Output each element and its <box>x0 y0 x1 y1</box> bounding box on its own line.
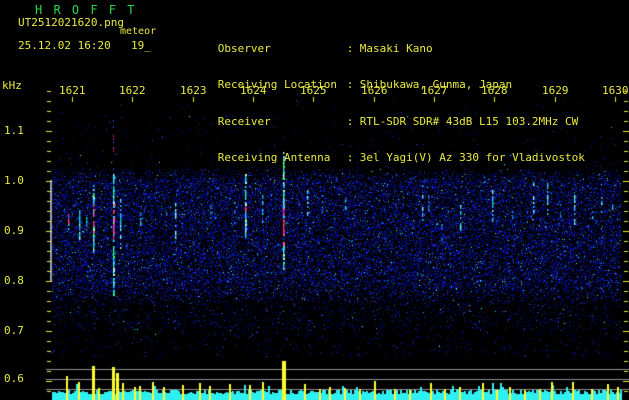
x-tick-label: 1627 <box>421 84 448 97</box>
info-separator: : <box>346 114 354 128</box>
info-value: RTL-SDR SDR# 43dB L15 103.2MHz CW <box>359 114 579 128</box>
info-label: Receiving Location <box>217 78 337 92</box>
info-value: 3el Yagi(V) Az 330 for Vladivostok <box>359 150 585 164</box>
x-tick-label: 1625 <box>300 84 327 97</box>
info-separator: : <box>346 42 354 55</box>
y-axis-unit: kHz <box>2 79 22 92</box>
x-tick-label: 1629 <box>542 84 569 97</box>
info-value: Masaki Kano <box>359 42 433 55</box>
x-tick-label: 1623 <box>180 84 207 97</box>
app-title: H R O F F T <box>35 3 137 17</box>
info-separator: : <box>346 150 354 164</box>
mode-label: meteor <box>120 26 157 37</box>
info-row-antenna: Receiving Antenna:3el Yagi(V) Az 330 for… <box>178 140 585 163</box>
x-tick-label: 1624 <box>240 84 267 97</box>
info-label: Receiving Antenna <box>217 150 331 164</box>
x-tick-label: 1621 <box>59 84 86 97</box>
info-label: Observer <box>217 42 271 55</box>
second-counter: 19_ <box>131 39 151 52</box>
x-tick-label: 1630 <box>602 84 629 97</box>
y-tick-label: 0.8 <box>4 274 24 287</box>
info-label: Receiver <box>217 114 271 128</box>
output-filename: UT2512021620.png <box>18 16 124 29</box>
y-tick-label: 1.1 <box>4 124 24 137</box>
y-tick-label: 1.0 <box>4 174 24 187</box>
x-tick-label: 1626 <box>361 84 388 97</box>
info-row-receiver: Receiver: RTL-SDR SDR# 43dB L15 103.2MHz … <box>178 104 585 127</box>
info-row-location: Receiving Location: Shibukawa, Gunma, Jap… <box>178 67 585 91</box>
x-tick-label: 1628 <box>481 84 508 97</box>
y-tick-label: 0.9 <box>4 224 24 237</box>
station-info: Observer: Masaki Kano Receiving Location:… <box>178 7 585 176</box>
x-tick-label: 1622 <box>119 84 146 97</box>
y-tick-label: 0.6 <box>4 372 24 385</box>
info-separator: : <box>346 78 354 92</box>
info-value: Shibukawa, Gunma, Japan <box>359 78 513 92</box>
datetime: 25.12.02 16:20 <box>18 39 111 52</box>
y-tick-label: 0.7 <box>4 324 24 337</box>
info-row-observer: Observer: Masaki Kano <box>178 31 585 55</box>
